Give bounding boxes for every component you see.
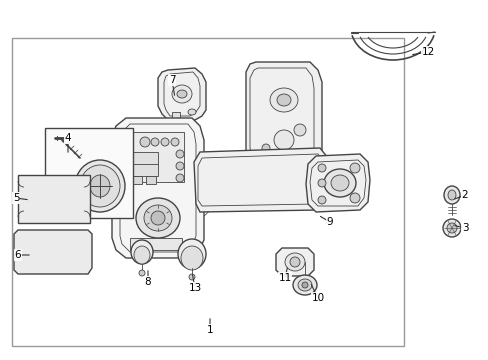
Ellipse shape	[276, 94, 290, 106]
Ellipse shape	[289, 257, 299, 267]
Ellipse shape	[134, 246, 150, 264]
Text: 12: 12	[421, 47, 434, 57]
Ellipse shape	[171, 138, 179, 146]
Bar	[18, 175, 90, 223]
Ellipse shape	[140, 137, 150, 147]
Text: 11: 11	[278, 273, 291, 283]
Ellipse shape	[143, 205, 172, 231]
Ellipse shape	[176, 150, 183, 158]
Ellipse shape	[189, 274, 195, 280]
Ellipse shape	[447, 190, 455, 200]
Bar	[45, 128, 133, 218]
Ellipse shape	[302, 282, 307, 288]
Ellipse shape	[151, 211, 164, 225]
Polygon shape	[245, 62, 321, 172]
Polygon shape	[275, 248, 313, 276]
Ellipse shape	[176, 174, 183, 182]
Polygon shape	[158, 68, 205, 120]
Ellipse shape	[90, 175, 110, 197]
Bar	[130, 238, 182, 250]
Text: 6: 6	[15, 250, 21, 260]
Polygon shape	[305, 154, 369, 212]
Text: 3: 3	[461, 223, 468, 233]
Ellipse shape	[443, 186, 459, 204]
Ellipse shape	[178, 239, 205, 269]
Ellipse shape	[297, 279, 311, 291]
Polygon shape	[258, 158, 299, 172]
Polygon shape	[194, 148, 329, 212]
Ellipse shape	[181, 246, 203, 270]
Text: 5: 5	[13, 193, 19, 203]
Ellipse shape	[317, 164, 325, 172]
Ellipse shape	[136, 198, 180, 238]
Polygon shape	[112, 118, 203, 258]
Ellipse shape	[172, 85, 192, 103]
Ellipse shape	[80, 165, 120, 207]
Text: 7: 7	[168, 75, 175, 85]
Ellipse shape	[349, 193, 359, 203]
Bar	[128, 152, 158, 176]
Bar	[132, 176, 142, 184]
Ellipse shape	[187, 109, 196, 115]
Ellipse shape	[330, 175, 348, 191]
Bar	[172, 112, 180, 118]
Ellipse shape	[285, 253, 305, 271]
Ellipse shape	[161, 138, 169, 146]
Ellipse shape	[317, 179, 325, 187]
Bar	[12, 38, 403, 346]
Polygon shape	[14, 230, 92, 274]
Ellipse shape	[293, 124, 305, 136]
Ellipse shape	[177, 90, 186, 98]
Ellipse shape	[170, 130, 178, 136]
Text: 1: 1	[206, 325, 213, 335]
Ellipse shape	[262, 144, 269, 152]
Text: 2: 2	[461, 190, 468, 200]
Bar	[146, 176, 156, 184]
Ellipse shape	[269, 88, 297, 112]
Text: 13: 13	[188, 283, 201, 293]
Ellipse shape	[292, 275, 316, 295]
Ellipse shape	[446, 223, 456, 233]
Text: 8: 8	[144, 277, 151, 287]
Ellipse shape	[324, 169, 355, 197]
Ellipse shape	[349, 163, 359, 173]
Text: 4: 4	[64, 133, 71, 143]
Text: 10: 10	[311, 293, 324, 303]
Ellipse shape	[176, 162, 183, 170]
Ellipse shape	[151, 138, 159, 146]
Bar	[128, 132, 183, 182]
Ellipse shape	[317, 196, 325, 204]
Ellipse shape	[139, 270, 145, 276]
Text: 9: 9	[326, 217, 333, 227]
Ellipse shape	[442, 219, 460, 237]
Ellipse shape	[131, 240, 153, 264]
Ellipse shape	[75, 160, 125, 212]
Bar	[258, 162, 269, 170]
Ellipse shape	[273, 130, 293, 150]
